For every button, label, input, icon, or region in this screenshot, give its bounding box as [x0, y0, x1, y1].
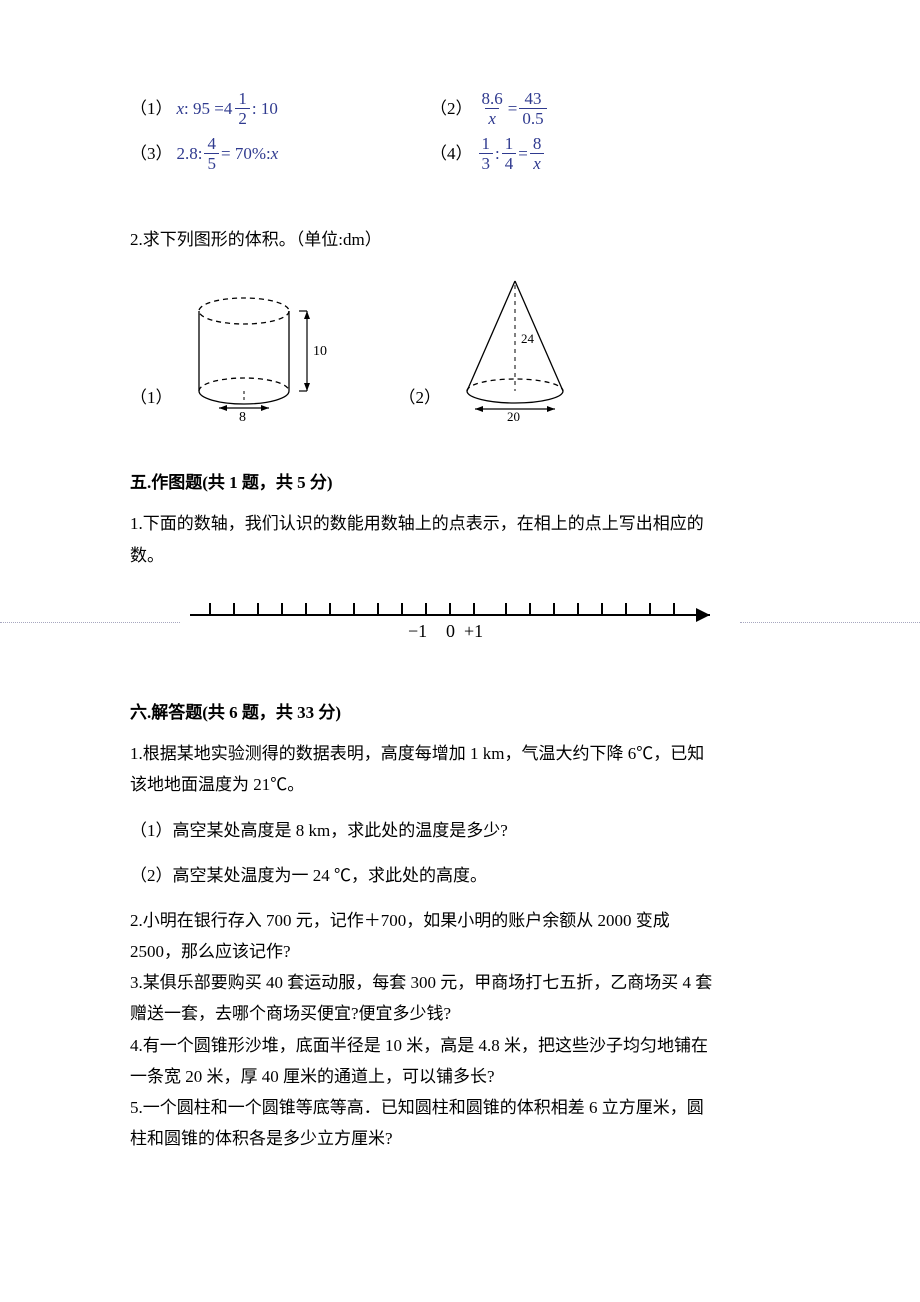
eq-4-f2-den: 4 — [502, 153, 517, 172]
fig2-label: （2） — [399, 384, 442, 423]
equations-block: （1） x : 95 = 4 1 2 : 10 （2） 8.6 x = 43 0… — [130, 90, 790, 172]
sec6-q5b: 柱和圆锥的体积各是多少立方厘米? — [130, 1125, 790, 1152]
sec6-q4b: 一条宽 20 米，厚 40 厘米的通道上，可以铺多长? — [130, 1063, 790, 1090]
sec5-q1b: 数。 — [130, 542, 790, 569]
eq-3-b: = 70%: — [221, 140, 271, 167]
sec6-q2a: 2.小明在银行存入 700 元，记作＋700，如果小明的账户余额从 2000 变… — [130, 907, 790, 934]
numline-plus1: +1 — [464, 621, 483, 641]
eq-4-colon: : — [495, 140, 500, 167]
cone-height: 24 — [521, 331, 535, 346]
page-dotted-rule-left — [0, 622, 180, 623]
eq-4-f3-den: x — [530, 153, 544, 172]
eq-4-f1-den: 3 — [479, 153, 494, 172]
eq-2-f2-den: 0.5 — [519, 108, 546, 127]
eq-1-x: x — [177, 95, 185, 122]
cylinder-height: 10 — [313, 344, 327, 359]
eq-3-frac: 4 5 — [204, 135, 219, 172]
eq-3-num: 4 — [204, 135, 219, 153]
sec6-q3a: 3.某俱乐部要购买 40 套运动服，每套 300 元，甲商场打七五折，乙商场买 … — [130, 969, 790, 996]
eq-row-2: （3） 2.8: 4 5 = 70%: x （4） 1 3 : 1 4 = 8 — [130, 135, 790, 172]
sec6-q5a: 5.一个圆柱和一个圆锥等底等高．已知圆柱和圆锥的体积相差 6 立方厘米，圆 — [130, 1094, 790, 1121]
eq-4-f3: 8 x — [530, 135, 545, 172]
q2-text: 2.求下列图形的体积。（单位:dm） — [130, 226, 790, 253]
sec6-q1a: 1.根据某地实验测得的数据表明，高度每增加 1 km，气温大约下降 6℃，已知 — [130, 740, 790, 767]
eq-4-eq: = — [518, 140, 528, 167]
section-5-head: 五.作图题(共 1 题，共 5 分) — [130, 469, 790, 496]
section-6-head: 六.解答题(共 6 题，共 33 分) — [130, 699, 790, 726]
eq-4: （4） 1 3 : 1 4 = 8 x — [430, 135, 546, 172]
cone-width: 20 — [507, 409, 520, 423]
eq-2-f1-num: 8.6 — [479, 90, 506, 108]
figures-row: （1） 10 8 （2） 24 2 — [130, 273, 790, 423]
eq-3: （3） 2.8: 4 5 = 70%: x — [130, 135, 430, 172]
eq-1-mixed: 4 1 2 — [224, 90, 252, 127]
eq-2-f1-den: x — [485, 108, 499, 127]
eq-4-f1: 1 3 — [479, 135, 494, 172]
sec5-q1a: 1.下面的数轴，我们认识的数能用数轴上的点表示，在相上的点上写出相应的 — [130, 510, 790, 537]
sec6-q3b: 赠送一套，去哪个商场买便宜?便宜多少钱? — [130, 1000, 790, 1027]
eq-4-f3-num: 8 — [530, 135, 545, 153]
eq-4-label: （4） — [430, 140, 473, 167]
fig1-label: （1） — [130, 384, 173, 423]
eq-3-x: x — [271, 140, 279, 167]
eq-1-mixed-frac: 1 2 — [235, 90, 250, 127]
eq-3-a: 2.8: — [177, 140, 203, 167]
page-dotted-rule-row: −1 0 +1 — [0, 573, 920, 673]
page-dotted-rule-right — [740, 622, 920, 623]
eq-2-f1: 8.6 x — [479, 90, 506, 127]
eq-2-label: （2） — [430, 95, 473, 122]
eq-1-mixed-num: 1 — [235, 90, 250, 108]
numline-minus1: −1 — [408, 621, 427, 641]
numline-zero: 0 — [446, 621, 455, 641]
cylinder-width: 8 — [239, 410, 246, 423]
eq-3-den: 5 — [204, 153, 219, 172]
eq-4-f2-num: 1 — [502, 135, 517, 153]
eq-2-f2-num: 43 — [521, 90, 544, 108]
eq-1: （1） x : 95 = 4 1 2 : 10 — [130, 90, 430, 127]
eq-row-1: （1） x : 95 = 4 1 2 : 10 （2） 8.6 x = 43 0… — [130, 90, 790, 127]
sec6-q1s1: （1）高空某处高度是 8 km，求此处的温度是多少? — [130, 817, 790, 844]
eq-1-label: （1） — [130, 95, 173, 122]
eq-4-f1-num: 1 — [479, 135, 494, 153]
eq-2: （2） 8.6 x = 43 0.5 — [430, 90, 549, 127]
sec6-q2b: 2500，那么应该记作? — [130, 938, 790, 965]
eq-4-f2: 1 4 — [502, 135, 517, 172]
number-line: −1 0 +1 — [180, 595, 740, 663]
eq-1-a: : 95 = — [184, 95, 224, 122]
eq-1-mixed-den: 2 — [235, 108, 250, 127]
sec6-q4a: 4.有一个圆锥形沙堆，底面半径是 10 米，高是 4.8 米，把这些沙子均匀地铺… — [130, 1032, 790, 1059]
eq-1-tail: : 10 — [252, 95, 278, 122]
sec6-q1b: 该地地面温度为 21℃。 — [130, 771, 790, 798]
sec6-q1s2: （2）高空某处温度为一 24 ℃，求此处的高度。 — [130, 862, 790, 889]
eq-2-eq: = — [508, 95, 518, 122]
eq-3-label: （3） — [130, 140, 173, 167]
eq-1-mixed-whole: 4 — [224, 95, 233, 122]
cone-figure: 24 20 — [447, 273, 587, 423]
eq-2-f2: 43 0.5 — [519, 90, 546, 127]
cylinder-figure: 10 8 — [179, 283, 339, 423]
